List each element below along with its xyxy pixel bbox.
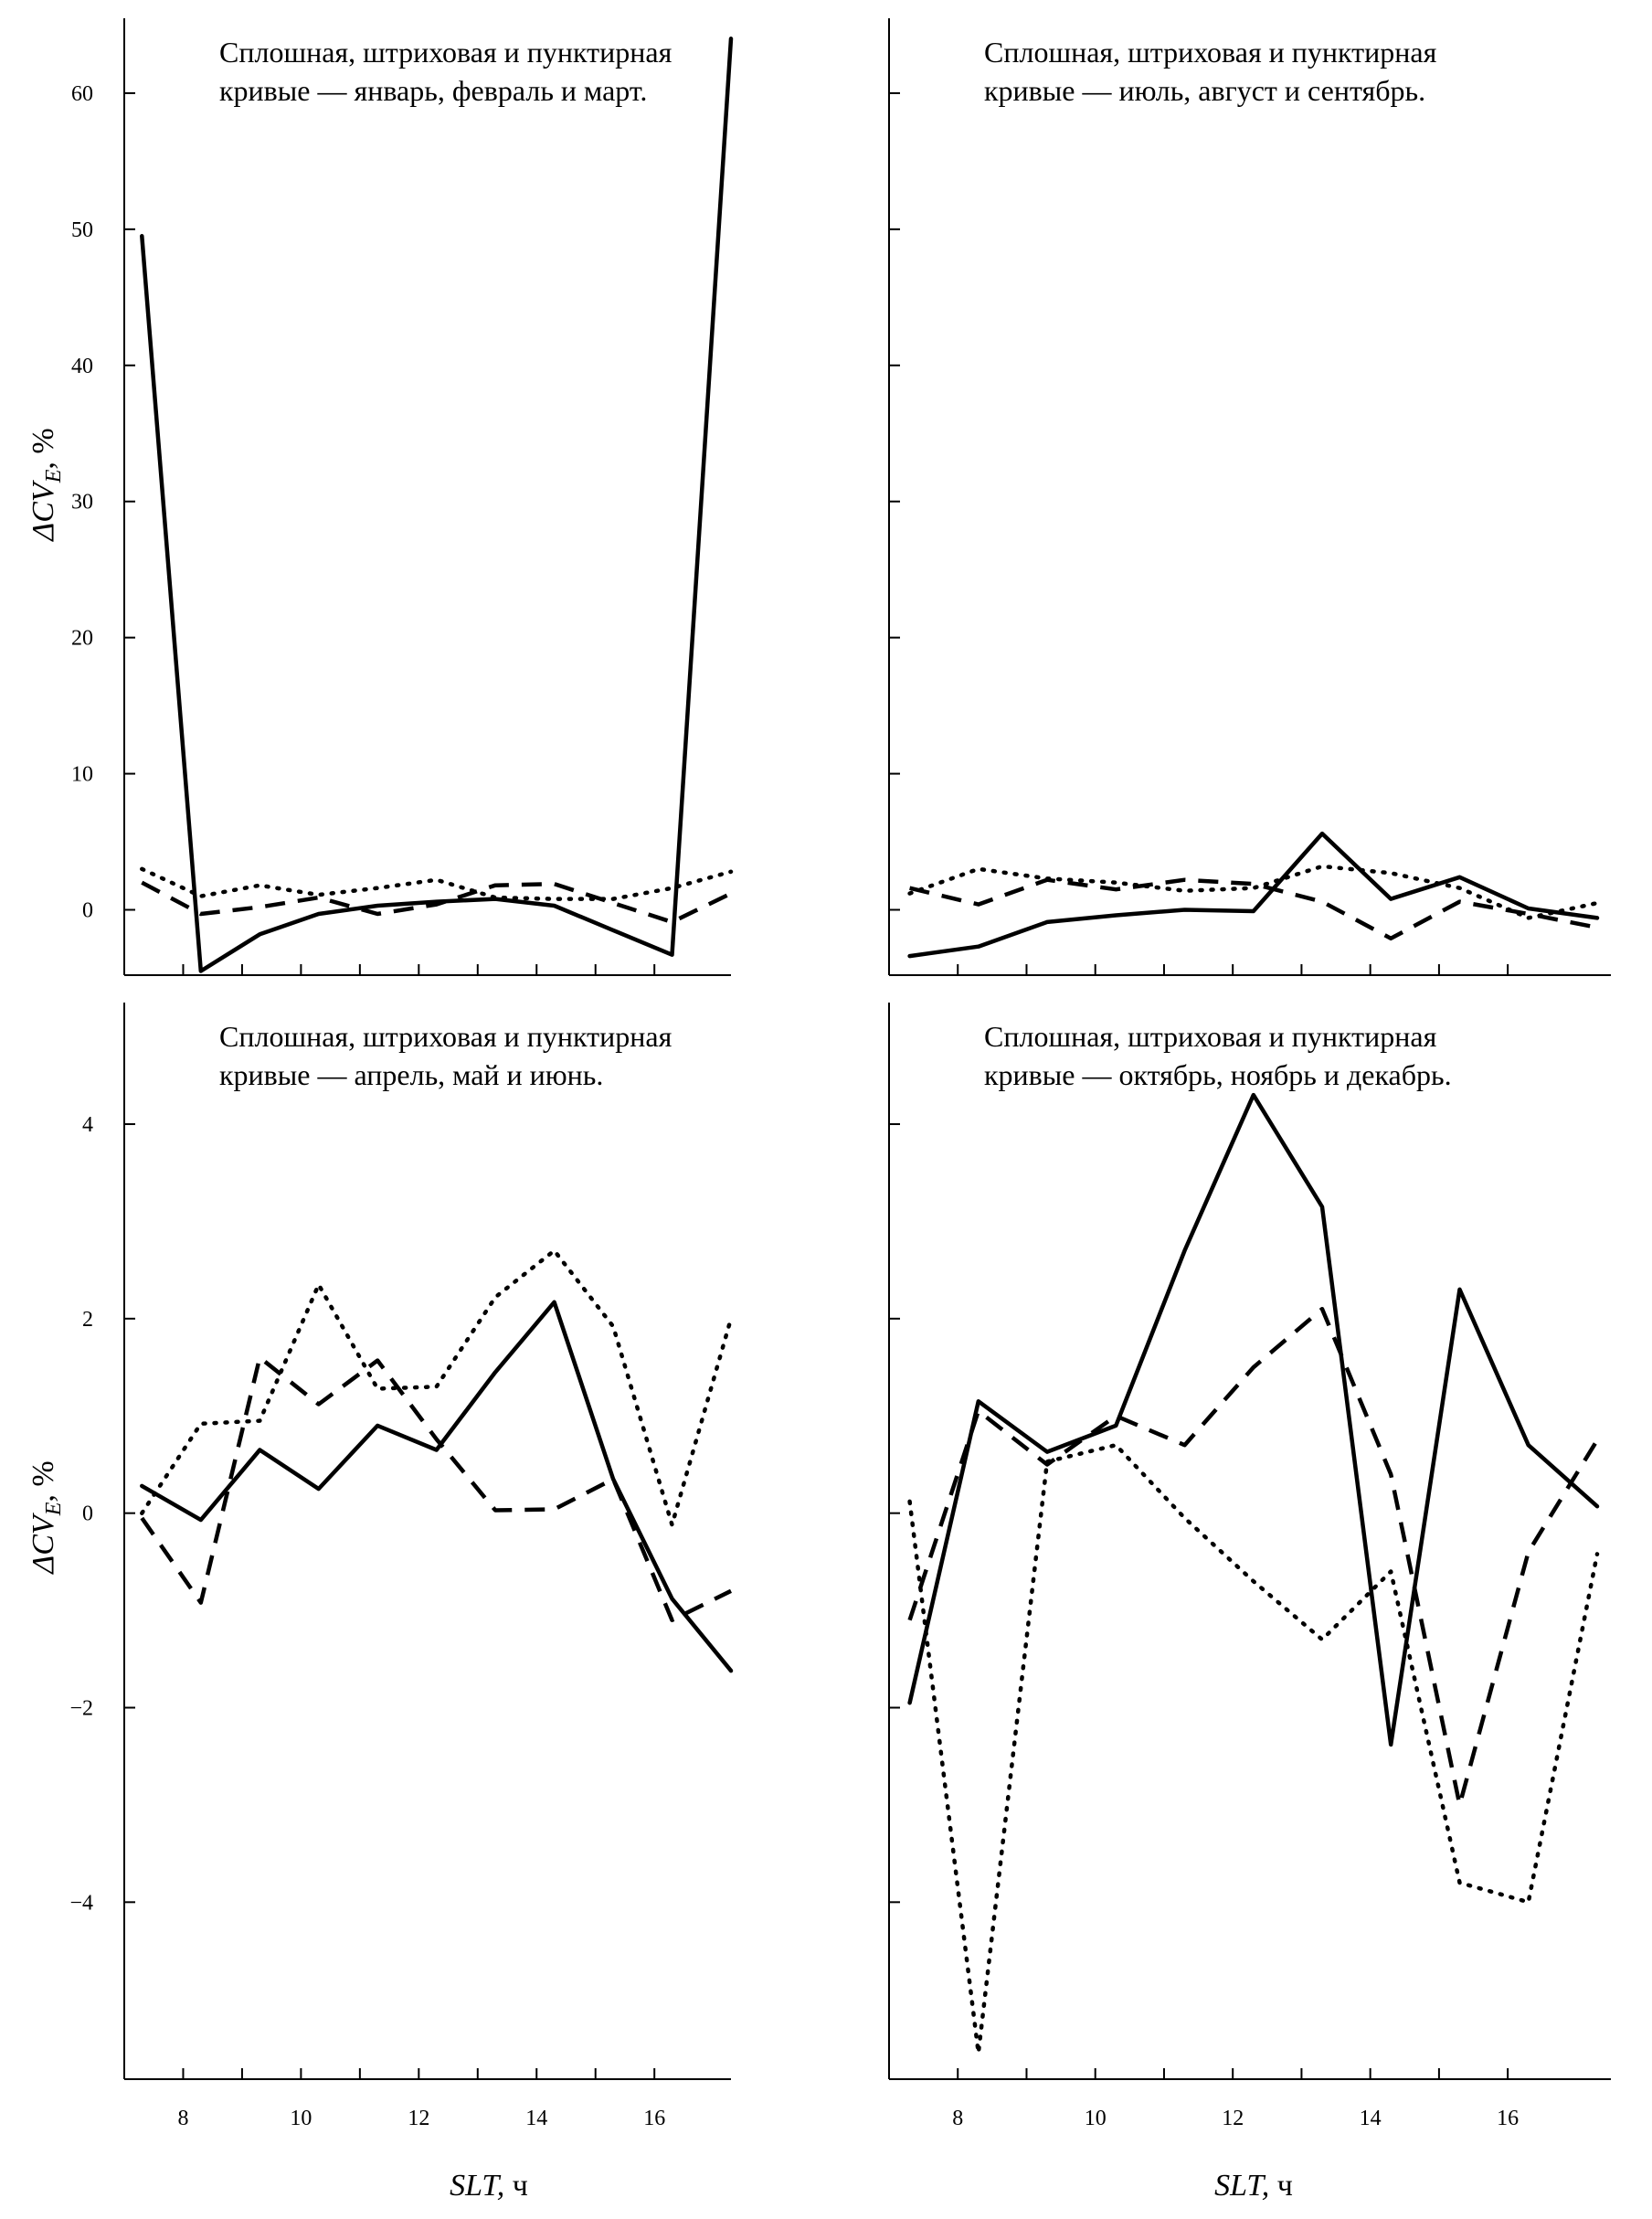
panel-annotation: Сплошная, штриховая и пунктирная [219, 36, 672, 69]
x-tick-label: 14 [525, 2107, 547, 2130]
x-tick-label: 12 [408, 2107, 429, 2130]
x-axis-label-main: SLT, [450, 2169, 504, 2203]
series-line-dashed [140, 1355, 732, 1622]
chart-panel-1: 0 10 20 30 40 50 60 Сплошная, штриховая и пункт… [71, 18, 734, 976]
x-tick-label: 16 [1497, 2107, 1519, 2130]
series-line-solid [907, 831, 1600, 959]
y-axis-label-suffix: , % [26, 1460, 60, 1502]
chart-panel-3: −4 −2 0 2 4 8 10 12 14 16 Сплошная, штриховая и пу… [69, 1003, 734, 2130]
y-tick-label: 0 [82, 899, 93, 923]
x-axis-label-main: SLT, [1214, 2169, 1269, 2203]
y-axis-label-sub: E [42, 1502, 66, 1516]
series-line-dotted [907, 864, 1600, 920]
x-tick-label: 12 [1222, 2107, 1244, 2130]
y-tick-label: 0 [82, 1502, 93, 1526]
panel-annotation: кривые — январь, февраль и март. [219, 74, 647, 107]
y-tick-label: 20 [71, 627, 93, 651]
y-tick-label: 4 [82, 1113, 93, 1137]
panel-annotation: кривые — октябрь, ноябрь и декабрь. [984, 1058, 1452, 1091]
x-tick-label: 10 [290, 2107, 312, 2130]
series-line-solid [140, 1300, 734, 1673]
x-axis-label-suffix: ч [1269, 2169, 1293, 2203]
y-tick-label: 50 [71, 218, 93, 242]
series-line-dashed [141, 880, 732, 925]
y-tick-label: −2 [69, 1696, 93, 1720]
panel-annotation: кривые — апрель, май и июнь. [219, 1058, 603, 1091]
x-tick-label: 14 [1360, 2107, 1382, 2130]
series-line-dotted [140, 1248, 734, 1527]
x-axis-label-left: SLT, ч [450, 2169, 528, 2203]
series-line-dashed [907, 1306, 1599, 1808]
y-tick-label: 30 [71, 491, 93, 515]
panel-annotation: кривые — июль, август и сентябрь. [984, 74, 1425, 107]
chart-panel-4: 8 10 12 14 16 Сплошная, штриховая и пунктирна… [888, 1003, 1611, 2130]
series-line-dotted [907, 1442, 1600, 2055]
y-axis-label-main: ΔCV [26, 479, 60, 543]
x-axis-label-suffix: ч [504, 2169, 528, 2203]
y-axis-label-sub: E [42, 469, 66, 483]
chart-panel-2: Сплошная, штриховая и пунктирная кривые —… [888, 18, 1611, 976]
y-tick-label: 2 [82, 1308, 93, 1332]
series-line-dotted [140, 866, 734, 901]
x-axis-label-right: SLT, ч [1214, 2169, 1293, 2203]
panel-annotation: Сплошная, штриховая и пунктирная [219, 1020, 672, 1053]
y-axis-label-suffix: , % [26, 428, 60, 469]
y-tick-label: −4 [69, 1891, 93, 1915]
x-tick-label: 10 [1085, 2107, 1107, 2130]
y-axis-label-top: ΔCVE, % [26, 428, 66, 542]
y-axis-label-main: ΔCV [26, 1512, 60, 1576]
x-tick-label: 8 [177, 2107, 188, 2130]
series-line-dashed [909, 877, 1598, 941]
panel-annotation: Сплошная, штриховая и пунктирная [984, 36, 1437, 69]
y-tick-label: 60 [71, 82, 93, 106]
x-tick-label: 8 [952, 2107, 963, 2130]
panel-annotation: Сплошная, штриховая и пунктирная [984, 1020, 1437, 1053]
series-line-solid [140, 37, 734, 973]
y-tick-label: 40 [71, 355, 93, 378]
y-tick-label: 10 [71, 763, 93, 787]
x-tick-label: 16 [643, 2107, 665, 2130]
series-line-solid [907, 1092, 1600, 1747]
y-axis-label-bottom: ΔCVE, % [26, 1460, 66, 1575]
